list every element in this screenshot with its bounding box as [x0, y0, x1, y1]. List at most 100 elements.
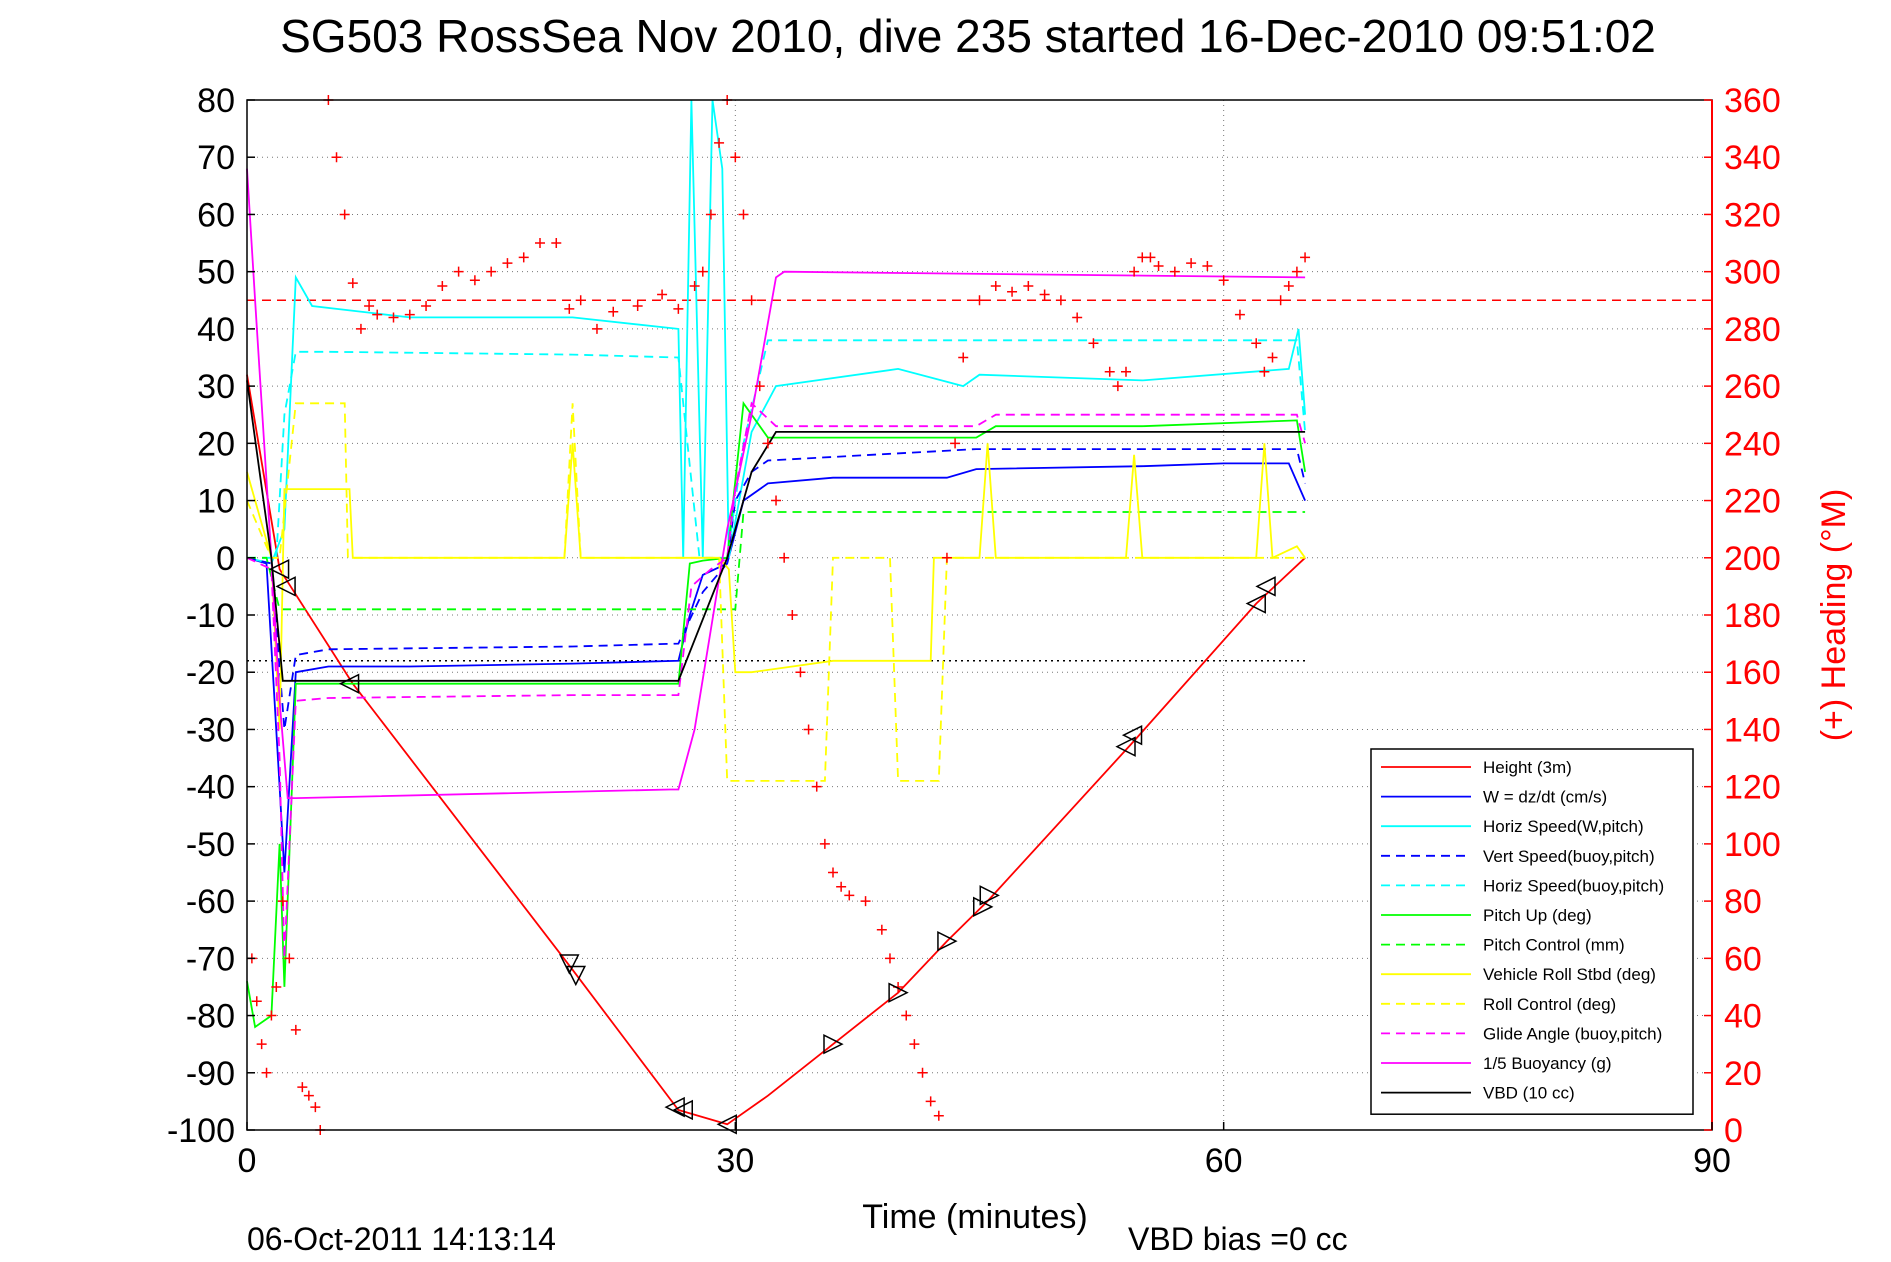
heading-point — [1251, 338, 1262, 349]
left-tick-label: 70 — [197, 139, 235, 177]
x-tick-label: 60 — [1205, 1142, 1243, 1180]
right-tick-label: 140 — [1724, 711, 1781, 749]
left-axis: 80 70 60 50 40 30 20 10 0 -10 -20 -30 -40 -50 -60 -70 -8… — [167, 82, 255, 1150]
heading-point — [297, 1082, 308, 1093]
series-line — [246, 401, 1306, 959]
timestamp-footer: 06-Oct-2011 14:13:14 — [247, 1221, 556, 1257]
heading-point — [1275, 295, 1286, 306]
legend: Height (3m) W = dz/dt (cm/s) Horiz Speed(W… — [1370, 748, 1694, 1115]
x-axis-label: Time (minutes) — [862, 1198, 1087, 1236]
heading-point — [990, 280, 1001, 291]
series-line — [246, 374, 1306, 1126]
right-tick-label: 40 — [1724, 998, 1762, 1036]
depth-markers — [268, 559, 1276, 1135]
depth-marker — [275, 576, 296, 597]
heading-point — [1218, 275, 1229, 286]
right-tick-label: 120 — [1724, 769, 1781, 807]
right-tick-label: 200 — [1724, 540, 1781, 578]
heading-points — [246, 95, 1311, 1135]
heading-point — [1267, 352, 1278, 363]
left-tick-label: 0 — [216, 540, 235, 578]
right-tick-label: 0 — [1724, 1112, 1743, 1150]
heading-point — [347, 278, 358, 289]
heading-point — [1153, 260, 1164, 271]
heading-point — [689, 280, 700, 291]
heading-point — [310, 1102, 321, 1113]
heading-point — [762, 438, 773, 449]
heading-point — [1055, 295, 1066, 306]
heading-point — [819, 838, 830, 849]
heading-point — [261, 1067, 272, 1078]
heading-point — [1259, 366, 1270, 377]
heading-point — [251, 996, 262, 1007]
heading-point — [1039, 289, 1050, 300]
heading-point — [836, 881, 847, 892]
heading-point — [388, 312, 399, 323]
left-tick-label: 40 — [197, 311, 235, 349]
heading-point — [632, 301, 643, 311]
depth-marker — [888, 982, 909, 1003]
left-tick-label: 80 — [197, 82, 235, 120]
depth-marker — [1121, 724, 1143, 746]
depth-marker — [559, 954, 580, 975]
heading-point — [421, 301, 432, 311]
heading-point — [266, 1010, 277, 1021]
heading-point — [372, 309, 383, 320]
heading-point — [941, 552, 952, 563]
heading-point — [1291, 266, 1302, 277]
heading-point — [795, 667, 806, 678]
right-tick-label: 300 — [1724, 254, 1781, 292]
left-tick-label: -10 — [186, 597, 235, 635]
heading-point — [518, 252, 529, 263]
heading-point — [1283, 280, 1294, 291]
heading-point — [575, 295, 586, 306]
heading-point — [673, 303, 684, 314]
left-tick-label: 60 — [197, 196, 235, 234]
heading-point — [1023, 280, 1034, 291]
legend-label: Vehicle Roll Stbd (deg) — [1483, 965, 1656, 984]
legend-box — [1370, 748, 1694, 1115]
left-tick-label: -30 — [186, 711, 235, 749]
heading-point — [771, 495, 782, 506]
legend-label: VBD (10 cc) — [1483, 1084, 1575, 1103]
right-axis: 3603403203002802602402202001801601401201… — [1704, 82, 1781, 1150]
left-tick-label: -90 — [186, 1055, 235, 1093]
depth-marker — [664, 1096, 685, 1118]
legend-label: Glide Angle (buoy,pitch) — [1483, 1024, 1662, 1043]
heading-point — [933, 1110, 944, 1121]
heading-point — [551, 238, 562, 249]
left-tick-label: -80 — [186, 998, 235, 1036]
depth-marker — [1255, 576, 1276, 597]
legend-label: Pitch Up (deg) — [1483, 906, 1592, 925]
heading-point — [486, 266, 497, 277]
depth-marker — [979, 885, 1000, 906]
legend-label: 1/5 Buoyancy (g) — [1483, 1054, 1612, 1073]
left-tick-label: 30 — [197, 368, 235, 406]
right-tick-label: 180 — [1724, 597, 1781, 635]
series-line — [246, 462, 1306, 873]
heading-point — [1072, 312, 1083, 323]
depth-marker — [1115, 736, 1136, 757]
heading-point — [811, 781, 822, 792]
heading-point — [925, 1096, 936, 1107]
right-tick-label: 280 — [1724, 311, 1781, 349]
legend-label: Height (3m) — [1483, 758, 1572, 777]
heading-point — [738, 209, 749, 220]
heading-point — [657, 289, 668, 300]
chart-title: SG503 RossSea Nov 2010, dive 235 started… — [280, 10, 1656, 62]
heading-point — [909, 1039, 920, 1050]
legend-label: W = dz/dt (cm/s) — [1483, 788, 1607, 807]
depth-marker — [565, 965, 587, 987]
heading-point — [355, 323, 366, 334]
heading-point — [1129, 266, 1140, 277]
right-tick-label: 100 — [1724, 826, 1781, 864]
right-tick-label: 360 — [1724, 82, 1781, 120]
heading-point — [828, 867, 838, 878]
series-line — [246, 380, 1306, 682]
heading-point — [256, 1039, 267, 1050]
depth-marker — [338, 673, 360, 694]
heading-point — [1234, 309, 1245, 320]
heading-point — [437, 280, 448, 291]
heading-point — [730, 152, 741, 163]
